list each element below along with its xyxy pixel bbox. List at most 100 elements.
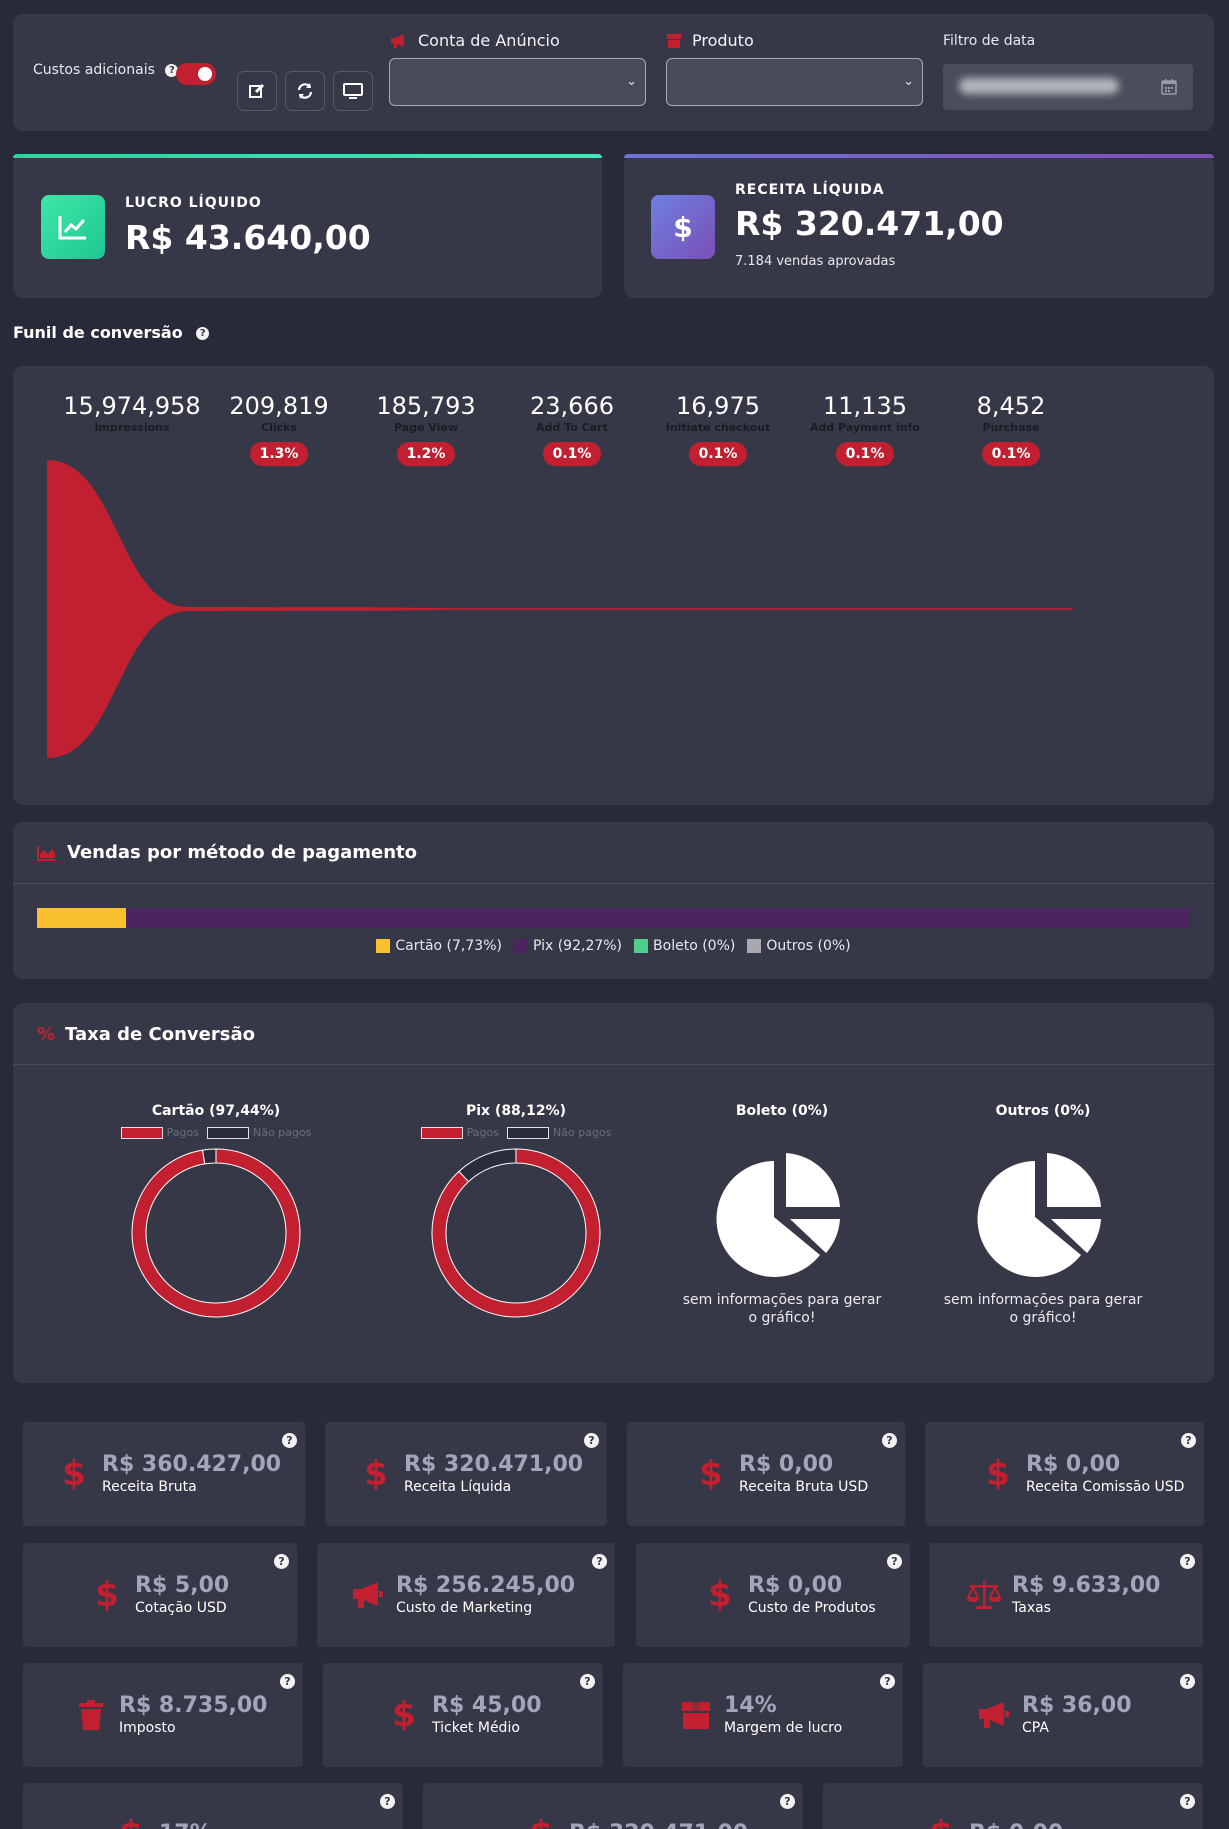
help-icon[interactable]: ? (580, 1674, 595, 1689)
panel-title: % Taxa de Conversão (37, 1024, 255, 1045)
donut-slice-paid[interactable] (431, 1148, 601, 1318)
funnel-step: 8,452 Purchase 0.1% (936, 392, 1086, 466)
legend-item-paid[interactable]: Pagos (120, 1126, 199, 1139)
metric-card: ? $ R$ 0,00 (823, 1783, 1203, 1829)
legend-item[interactable]: Pix (92,27%) (513, 938, 622, 954)
monitor-button[interactable] (333, 71, 373, 111)
help-button[interactable]: ? (882, 1430, 897, 1449)
metric-label: Receita Comissão USD (1026, 1479, 1185, 1495)
funnel-step-label: Page View (393, 421, 459, 434)
legend-item-paid[interactable]: Pagos (420, 1126, 499, 1139)
kpi-title: LUCRO LÍQUIDO (125, 195, 262, 211)
metric-card: ? R$ 36,00 CPA (923, 1663, 1203, 1767)
panel-header: Vendas por método de pagamento (13, 822, 1214, 884)
legend-item-unpaid[interactable]: Não pagos (506, 1126, 611, 1139)
funnel-step-rate: 0.1% (835, 442, 895, 466)
help-button[interactable]: ? (1181, 1430, 1196, 1449)
date-filter-input[interactable] (943, 64, 1193, 110)
help-icon[interactable]: ? (1180, 1554, 1195, 1569)
funnel-step-label: Initiate checkout (665, 421, 771, 434)
edit-button[interactable] (237, 71, 277, 111)
metric-label: Imposto (119, 1720, 176, 1736)
donut-slice-unpaid[interactable] (201, 1148, 217, 1165)
metric-text: R$ 8.735,00 Imposto (119, 1694, 267, 1737)
help-icon[interactable]: ? (280, 1674, 295, 1689)
product-select[interactable]: ⌄ (666, 58, 923, 106)
metric-card: ? $ R$ 320.471,00 Receita Líquida (325, 1422, 607, 1526)
donut-chart (131, 1148, 301, 1318)
funnel-step-rate: 0.1% (981, 442, 1041, 466)
additional-costs-toggle[interactable] (176, 63, 216, 85)
help-button[interactable]: ? (1180, 1551, 1195, 1570)
metric-text: 14% Margem de lucro (724, 1694, 842, 1737)
metric-card: ? $ R$ 360.427,00 Receita Bruta (23, 1422, 305, 1526)
help-button[interactable]: ? (274, 1551, 289, 1570)
legend-item-unpaid[interactable]: Não pagos (206, 1126, 312, 1139)
help-button[interactable]: ? (282, 1430, 297, 1449)
metric-content: $ R$ 0,00 Receita Bruta USD (693, 1453, 868, 1496)
help-button[interactable]: ? (280, 1671, 295, 1690)
metric-value: R$ 320.471,00 (569, 1822, 748, 1829)
help-icon[interactable]: ? (274, 1554, 289, 1569)
help-icon[interactable]: ? (887, 1554, 902, 1569)
help-button[interactable]: ? (592, 1551, 607, 1570)
metric-content: $ R$ 0,00 Receita Comissão USD (980, 1453, 1185, 1496)
kpi-subtitle: 7.184 vendas aprovadas (735, 254, 896, 269)
legend-swatch (513, 939, 528, 953)
metric-card: ? $ R$ 0,00 Receita Bruta USD (627, 1422, 905, 1526)
help-icon[interactable]: ? (780, 1794, 795, 1809)
help-button[interactable]: ? (880, 1671, 895, 1690)
chart-legend: Pagos Não pagos (86, 1126, 346, 1139)
funnel-step-count: 11,135 (823, 392, 907, 420)
legend-item[interactable]: Outros (0%) (747, 938, 851, 954)
metric-card: ? R$ 256.245,00 Custo de Marketing (317, 1543, 615, 1647)
help-button[interactable]: ? (380, 1791, 395, 1810)
funnel-panel: 15,974,958 Impressions 209,819 Clicks 1.3% 18… (13, 366, 1214, 805)
help-button[interactable]: ? (887, 1551, 902, 1570)
help-icon[interactable]: ? (196, 327, 210, 340)
metric-content: $ R$ 45,00 Ticket Médio (386, 1694, 541, 1737)
donut-slice-unpaid[interactable] (458, 1148, 517, 1183)
donut-slice-paid[interactable] (131, 1148, 301, 1318)
dollar-icon: $ (986, 1454, 1010, 1494)
metric-value: R$ 5,00 (135, 1573, 230, 1598)
conversion-rate-panel: % Taxa de Conversão Cartão (97,44%) Pagos… (13, 1003, 1214, 1383)
help-icon[interactable]: ? (380, 1794, 395, 1809)
help-icon[interactable]: ? (1181, 1433, 1196, 1448)
metric-label: CPA (1022, 1720, 1049, 1736)
legend-item[interactable]: Boleto (0%) (634, 938, 735, 954)
ad-account-select[interactable]: ⌄ (389, 58, 646, 106)
dollar-icon: $ (364, 1454, 388, 1494)
help-icon[interactable]: ? (584, 1433, 599, 1448)
donut-chart (431, 1148, 601, 1318)
conversion-chart: Pix (88,12%) Pagos Não pagos (386, 1103, 646, 1323)
dollar-icon: $ (923, 1814, 959, 1829)
net-revenue-card: $ RECEITA LÍQUIDA R$ 320.471,00 7.184 ve… (624, 154, 1214, 298)
metric-card: ? $17% (23, 1783, 403, 1829)
chart-line-icon (41, 195, 105, 259)
help-button[interactable]: ? (580, 1671, 595, 1690)
help-icon[interactable]: ? (1180, 1674, 1195, 1689)
legend-item[interactable]: Cartão (7,73%) (376, 938, 502, 954)
product-label: Produto (666, 31, 754, 50)
help-icon[interactable]: ? (165, 63, 179, 77)
help-icon[interactable]: ? (882, 1433, 897, 1448)
pie-chart-icon (716, 1153, 840, 1277)
funnel-step: 16,975 Initiate checkout 0.1% (643, 392, 793, 466)
help-button[interactable]: ? (780, 1791, 795, 1810)
help-button[interactable]: ? (1180, 1671, 1195, 1690)
scale-icon (966, 1575, 1002, 1615)
help-icon[interactable]: ? (282, 1433, 297, 1448)
help-icon[interactable]: ? (880, 1674, 895, 1689)
chevron-down-icon: ⌄ (903, 74, 914, 89)
legend-label: Não pagos (252, 1126, 312, 1139)
funnel-step-label: Add To Cart (536, 421, 608, 434)
dollar-icon: $ (523, 1814, 559, 1829)
help-icon[interactable]: ? (592, 1554, 607, 1569)
help-button[interactable]: ? (1180, 1791, 1195, 1810)
metric-content: R$ 9.633,00 Taxas (966, 1574, 1160, 1616)
help-icon[interactable]: ? (1180, 1794, 1195, 1809)
help-button[interactable]: ? (584, 1430, 599, 1449)
metric-label: Custo de Produtos (748, 1600, 876, 1616)
refresh-button[interactable] (285, 71, 325, 111)
